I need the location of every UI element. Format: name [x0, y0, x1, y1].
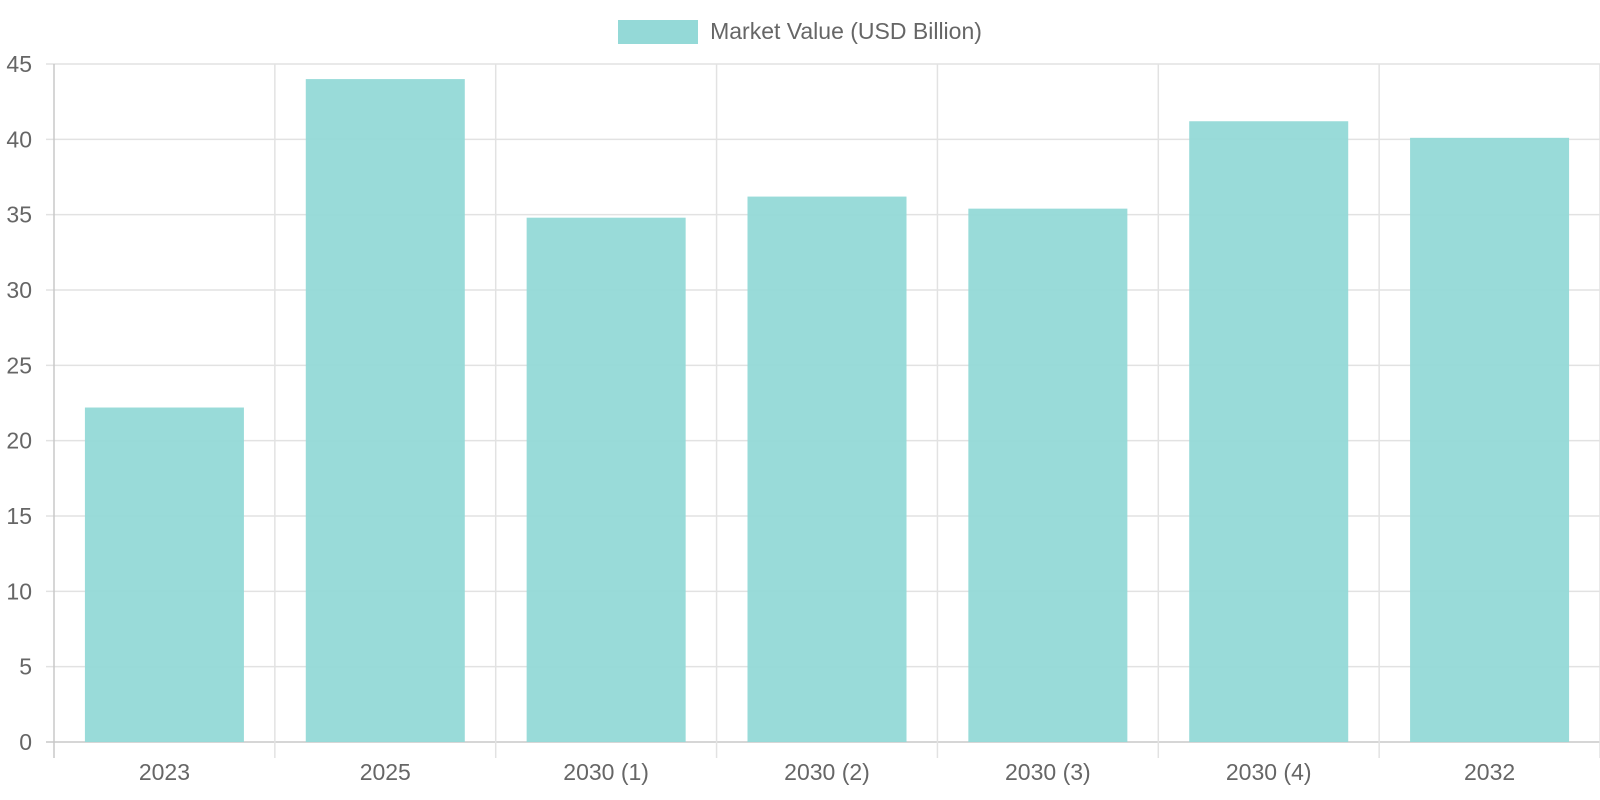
- x-tick-label: 2025: [360, 759, 411, 785]
- x-tick-label: 2030 (4): [1226, 759, 1312, 785]
- bar[interactable]: [526, 217, 686, 742]
- y-tick-label: 20: [6, 428, 32, 454]
- x-tick-label: 2032: [1464, 759, 1515, 785]
- legend-swatch: [618, 19, 699, 44]
- y-tick-label: 40: [6, 126, 32, 152]
- x-tick-label: 2030 (3): [1005, 759, 1091, 785]
- bar[interactable]: [968, 208, 1128, 742]
- y-tick-label: 25: [6, 352, 32, 378]
- bar[interactable]: [747, 196, 907, 742]
- bar[interactable]: [1410, 137, 1570, 742]
- x-tick-label: 2030 (2): [784, 759, 870, 785]
- y-tick-label: 10: [6, 578, 32, 604]
- y-tick-label: 30: [6, 277, 32, 303]
- x-tick-label: 2030 (1): [563, 759, 649, 785]
- y-tick-label: 35: [6, 202, 32, 228]
- bar[interactable]: [84, 407, 244, 742]
- bar[interactable]: [1189, 121, 1349, 742]
- legend[interactable]: Market Value (USD Billion): [0, 18, 1600, 45]
- y-tick-label: 0: [19, 729, 32, 755]
- bar[interactable]: [305, 79, 465, 743]
- y-tick-label: 45: [6, 51, 32, 77]
- x-tick-label: 2023: [139, 759, 190, 785]
- y-tick-label: 5: [19, 654, 32, 680]
- y-tick-label: 15: [6, 503, 32, 529]
- legend-label: Market Value (USD Billion): [710, 18, 982, 44]
